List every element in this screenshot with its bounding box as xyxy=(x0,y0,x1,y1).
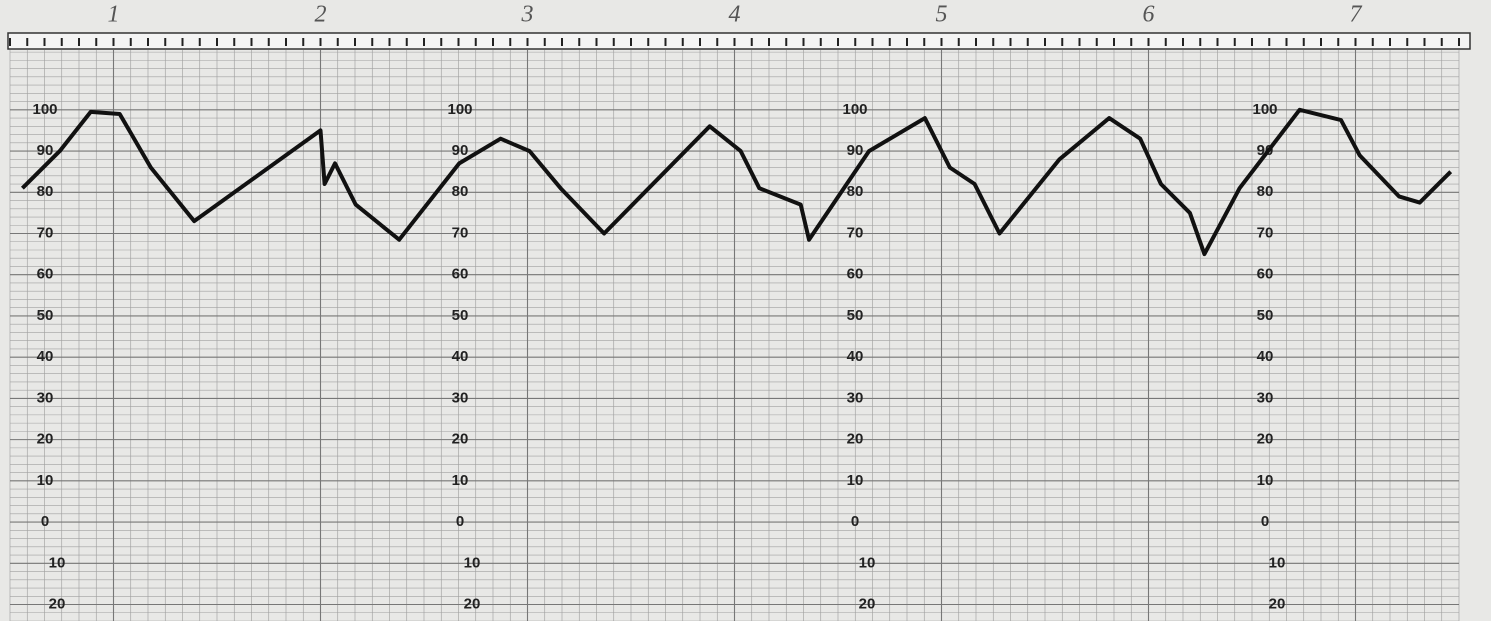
hour-ruler xyxy=(7,32,1471,50)
y-tick-label: 90 xyxy=(37,142,54,159)
y-tick-label: 10 xyxy=(452,472,469,489)
y-tick-label: 100 xyxy=(1252,101,1277,118)
y-tick-label: 0 xyxy=(1261,513,1269,530)
y-tick-label: 20 xyxy=(1269,595,1286,612)
y-tick-label: 0 xyxy=(851,513,859,530)
y-tick-label: 50 xyxy=(37,307,54,324)
y-tick-label: 40 xyxy=(37,348,54,365)
y-tick-label: 10 xyxy=(1257,472,1274,489)
y-tick-label: 50 xyxy=(452,307,469,324)
y-tick-label: 80 xyxy=(452,183,469,200)
y-tick-label: 90 xyxy=(847,142,864,159)
y-tick-label: 0 xyxy=(456,513,464,530)
y-tick-label: 10 xyxy=(847,472,864,489)
y-tick-label: 100 xyxy=(32,101,57,118)
y-tick-label: 70 xyxy=(847,224,864,241)
y-tick-label: 20 xyxy=(859,595,876,612)
y-tick-label: 0 xyxy=(41,513,49,530)
y-tick-label: 10 xyxy=(464,554,481,571)
y-tick-label: 30 xyxy=(1257,389,1274,406)
y-tick-label: 100 xyxy=(447,101,472,118)
x-tick-label: 6 xyxy=(1143,2,1155,28)
y-tick-label: 100 xyxy=(842,101,867,118)
y-tick-label: 10 xyxy=(859,554,876,571)
y-tick-label: 70 xyxy=(37,224,54,241)
y-tick-label: 20 xyxy=(37,431,54,448)
y-tick-label: 20 xyxy=(452,431,469,448)
y-tick-label: 20 xyxy=(847,431,864,448)
y-tick-label: 40 xyxy=(847,348,864,365)
y-tick-label: 40 xyxy=(1257,348,1274,365)
y-tick-label: 90 xyxy=(452,142,469,159)
y-tick-label: 60 xyxy=(452,266,469,283)
y-tick-label: 80 xyxy=(37,183,54,200)
y-tick-label: 50 xyxy=(847,307,864,324)
y-tick-label: 60 xyxy=(37,266,54,283)
y-tick-label: 30 xyxy=(37,389,54,406)
y-tick-label: 10 xyxy=(1269,554,1286,571)
y-tick-label: 10 xyxy=(37,472,54,489)
y-tick-label: 30 xyxy=(452,389,469,406)
y-tick-label: 80 xyxy=(1257,183,1274,200)
temperature-trace xyxy=(20,107,1453,257)
y-tick-label: 30 xyxy=(847,389,864,406)
y-tick-label: 20 xyxy=(49,595,66,612)
x-tick-label: 7 xyxy=(1350,2,1363,28)
y-tick-label: 70 xyxy=(452,224,469,241)
x-tick-label: 3 xyxy=(521,2,534,28)
y-tick-label: 20 xyxy=(1257,431,1274,448)
x-tick-label: 2 xyxy=(315,2,327,28)
y-tick-label: 20 xyxy=(464,595,481,612)
x-tick-label: 1 xyxy=(108,2,120,28)
y-tick-label: 70 xyxy=(1257,224,1274,241)
y-tick-label: 10 xyxy=(49,554,66,571)
y-tick-label: 80 xyxy=(847,183,864,200)
y-tick-label: 60 xyxy=(847,266,864,283)
y-tick-label: 50 xyxy=(1257,307,1274,324)
x-tick-label: 5 xyxy=(936,2,948,28)
y-tick-label: 40 xyxy=(452,348,469,365)
x-tick-label: 4 xyxy=(729,2,741,28)
y-tick-label: 60 xyxy=(1257,266,1274,283)
